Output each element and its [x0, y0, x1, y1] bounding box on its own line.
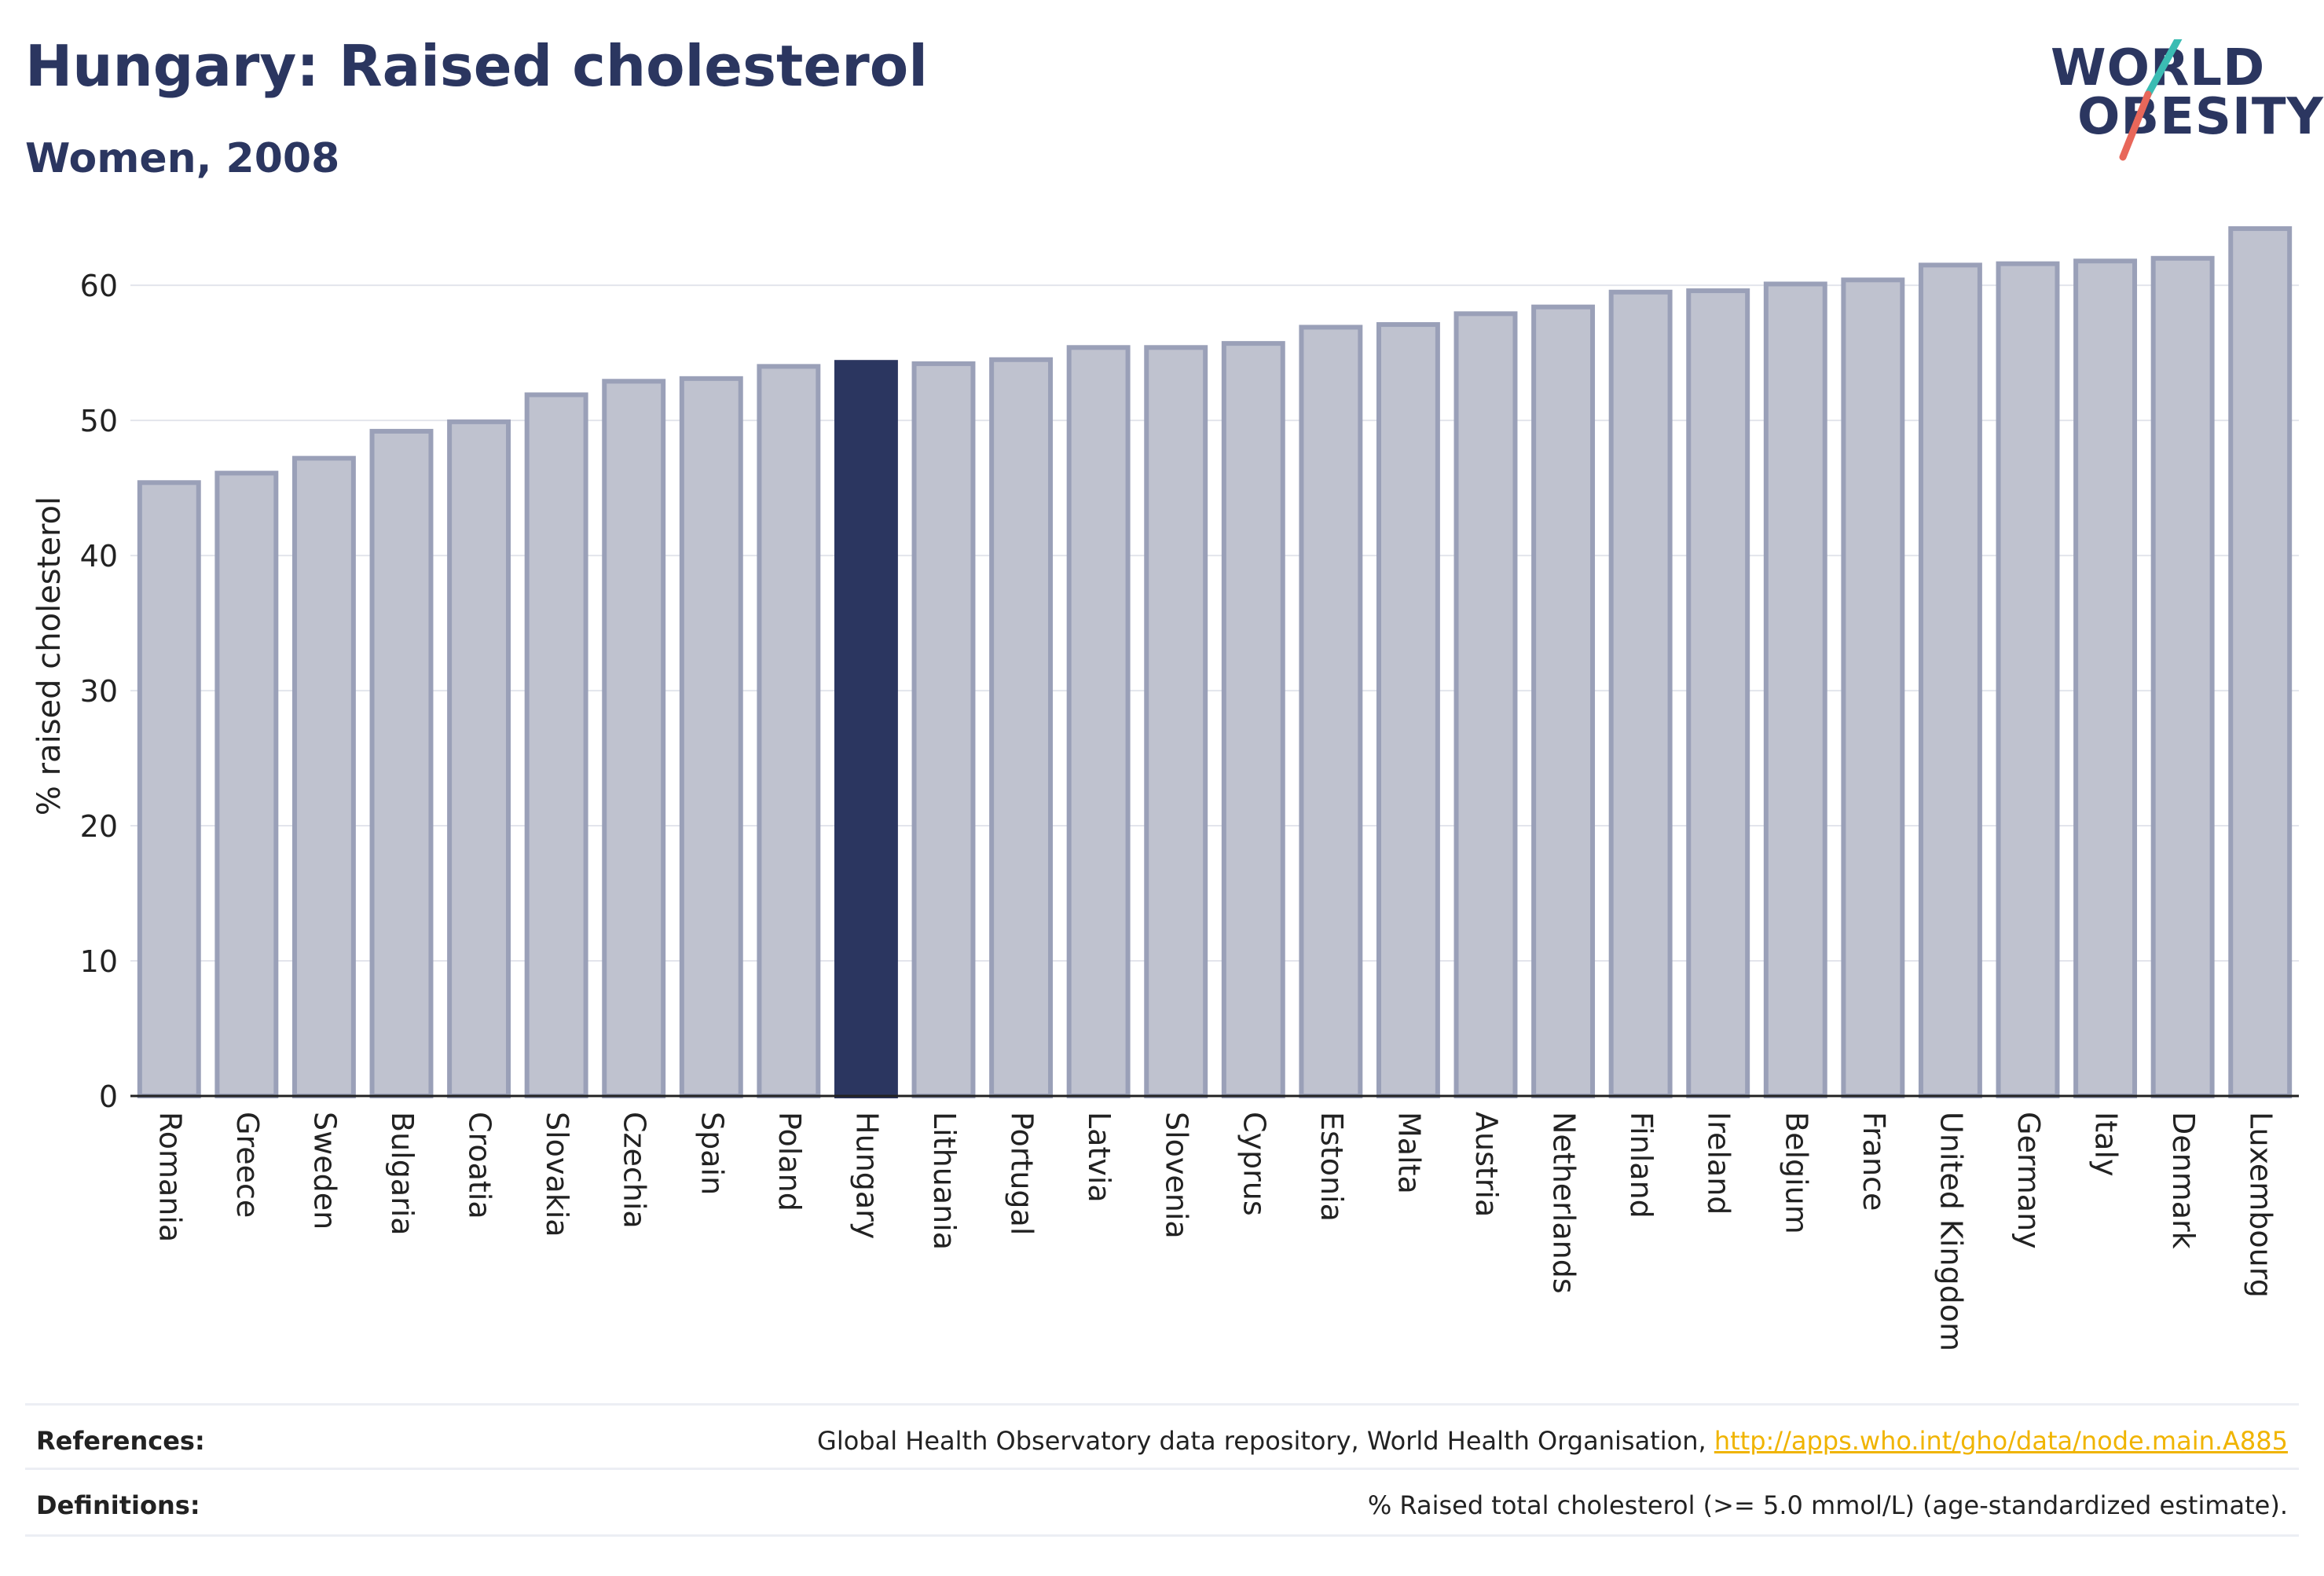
bar-hungary: [834, 360, 898, 1099]
bar-latvia: [1066, 345, 1131, 1098]
x-tick-label: Romania: [152, 1112, 187, 1242]
x-tick-label: Greece: [230, 1112, 265, 1218]
y-tick-label: 50: [80, 404, 118, 438]
bar-france: [1841, 277, 1905, 1099]
bar-croatia: [447, 419, 511, 1098]
chart-subtitle: Women, 2008: [25, 135, 340, 182]
x-tick-label: Malta: [1391, 1112, 1426, 1194]
bars: [137, 225, 2293, 1099]
x-tick-label: Hungary: [849, 1112, 884, 1239]
bar-austria: [1453, 311, 1518, 1098]
x-tick-label: Denmark: [2166, 1112, 2201, 1249]
bar-czechia: [602, 379, 666, 1099]
bar-finland: [1608, 289, 1673, 1099]
x-tick-label: Belgium: [1779, 1112, 1813, 1234]
references-label: References:: [36, 1426, 205, 1456]
bar-italy: [2073, 258, 2138, 1098]
bar-bulgaria: [369, 428, 434, 1098]
y-tick-label: 60: [80, 269, 118, 303]
bar-slovakia: [524, 392, 588, 1098]
logo-text-obesity: OBESITY: [2077, 88, 2324, 146]
bar-chart: 0 10 20 30 40 50 60 Romania Greece Sweden Bulgaria…: [31, 225, 2299, 1351]
references-link[interactable]: http://apps.who.int/gho/data/node.main.A…: [1714, 1426, 2288, 1456]
bar-lithuania: [911, 361, 976, 1098]
y-tick-label: 20: [80, 809, 118, 844]
logo-text-world: WORLD: [2051, 39, 2266, 97]
bar-romania: [137, 480, 201, 1098]
bar-cyprus: [1221, 341, 1285, 1098]
bar-sweden: [291, 456, 356, 1098]
bar-denmark: [2150, 255, 2215, 1099]
y-tick-label: 40: [80, 539, 118, 574]
x-tick-label: Germany: [2011, 1112, 2046, 1249]
x-tick-label: Sweden: [307, 1112, 342, 1230]
x-tick-label: Finland: [1624, 1112, 1659, 1219]
bar-belgium: [1763, 281, 1827, 1098]
bar-luxembourg: [2228, 225, 2293, 1098]
x-tick-label: Estonia: [1314, 1112, 1349, 1222]
bar-poland: [757, 364, 821, 1098]
x-tick-label: Luxembourg: [2244, 1112, 2278, 1298]
x-tick-label: Slovenia: [1160, 1112, 1194, 1239]
x-tick-label: Ireland: [1702, 1112, 1736, 1215]
bar-greece: [214, 471, 279, 1098]
bar-netherlands: [1531, 304, 1596, 1099]
x-tick-label: Slovakia: [540, 1112, 574, 1237]
definitions-text: % Raised total cholesterol (>= 5.0 mmol/…: [1367, 1490, 2288, 1520]
bar-estonia: [1299, 324, 1363, 1098]
y-axis-label: % raised cholesterol: [31, 497, 68, 815]
world-obesity-logo: WORLD OBESITY: [2051, 39, 2323, 165]
x-tick-label: Latvia: [1082, 1112, 1116, 1203]
y-tick-label: 10: [80, 944, 118, 979]
x-tick-label: Netherlands: [1547, 1112, 1582, 1294]
bar-germany: [1996, 261, 2060, 1099]
references-text: Global Health Observatory data repositor…: [817, 1426, 2288, 1456]
x-tick-label: Czechia: [618, 1112, 652, 1229]
y-tick-label: 30: [80, 674, 118, 709]
bar-united-kingdom: [1918, 262, 1982, 1099]
chart-title: Hungary: Raised cholesterol: [25, 33, 928, 99]
x-tick-label: Lithuania: [927, 1112, 962, 1250]
x-tick-label: Cyprus: [1237, 1112, 1271, 1216]
definitions-row: Definitions: % Raised total cholesterol …: [25, 1468, 2299, 1537]
logo-slash-icon: [2119, 39, 2183, 161]
x-tick-label: France: [1857, 1112, 1891, 1211]
definitions-label: Definitions:: [36, 1490, 200, 1520]
bar-portugal: [989, 357, 1054, 1099]
references-source: Global Health Observatory data repositor…: [817, 1426, 1714, 1456]
x-tick-label: Portugal: [1005, 1112, 1039, 1235]
bar-slovenia: [1144, 345, 1208, 1098]
bar-ireland: [1686, 288, 1750, 1099]
x-tick-label: Bulgaria: [385, 1112, 420, 1236]
x-tick-label: Austria: [1469, 1112, 1504, 1217]
references-row: References: Global Health Observatory da…: [25, 1403, 2299, 1470]
x-tick-label: Spain: [695, 1112, 729, 1195]
x-tick-label: United Kingdom: [1934, 1112, 1968, 1351]
x-tick-label: Poland: [772, 1112, 807, 1211]
bar-spain: [679, 376, 743, 1099]
axes: 0 10 20 30 40 50 60 Romania Greece Sweden Bulgaria…: [80, 269, 2299, 1351]
bar-malta: [1376, 322, 1440, 1098]
x-tick-label: Croatia: [463, 1112, 497, 1219]
y-tick-label: 0: [99, 1079, 118, 1114]
x-tick-label: Italy: [2089, 1112, 2124, 1176]
